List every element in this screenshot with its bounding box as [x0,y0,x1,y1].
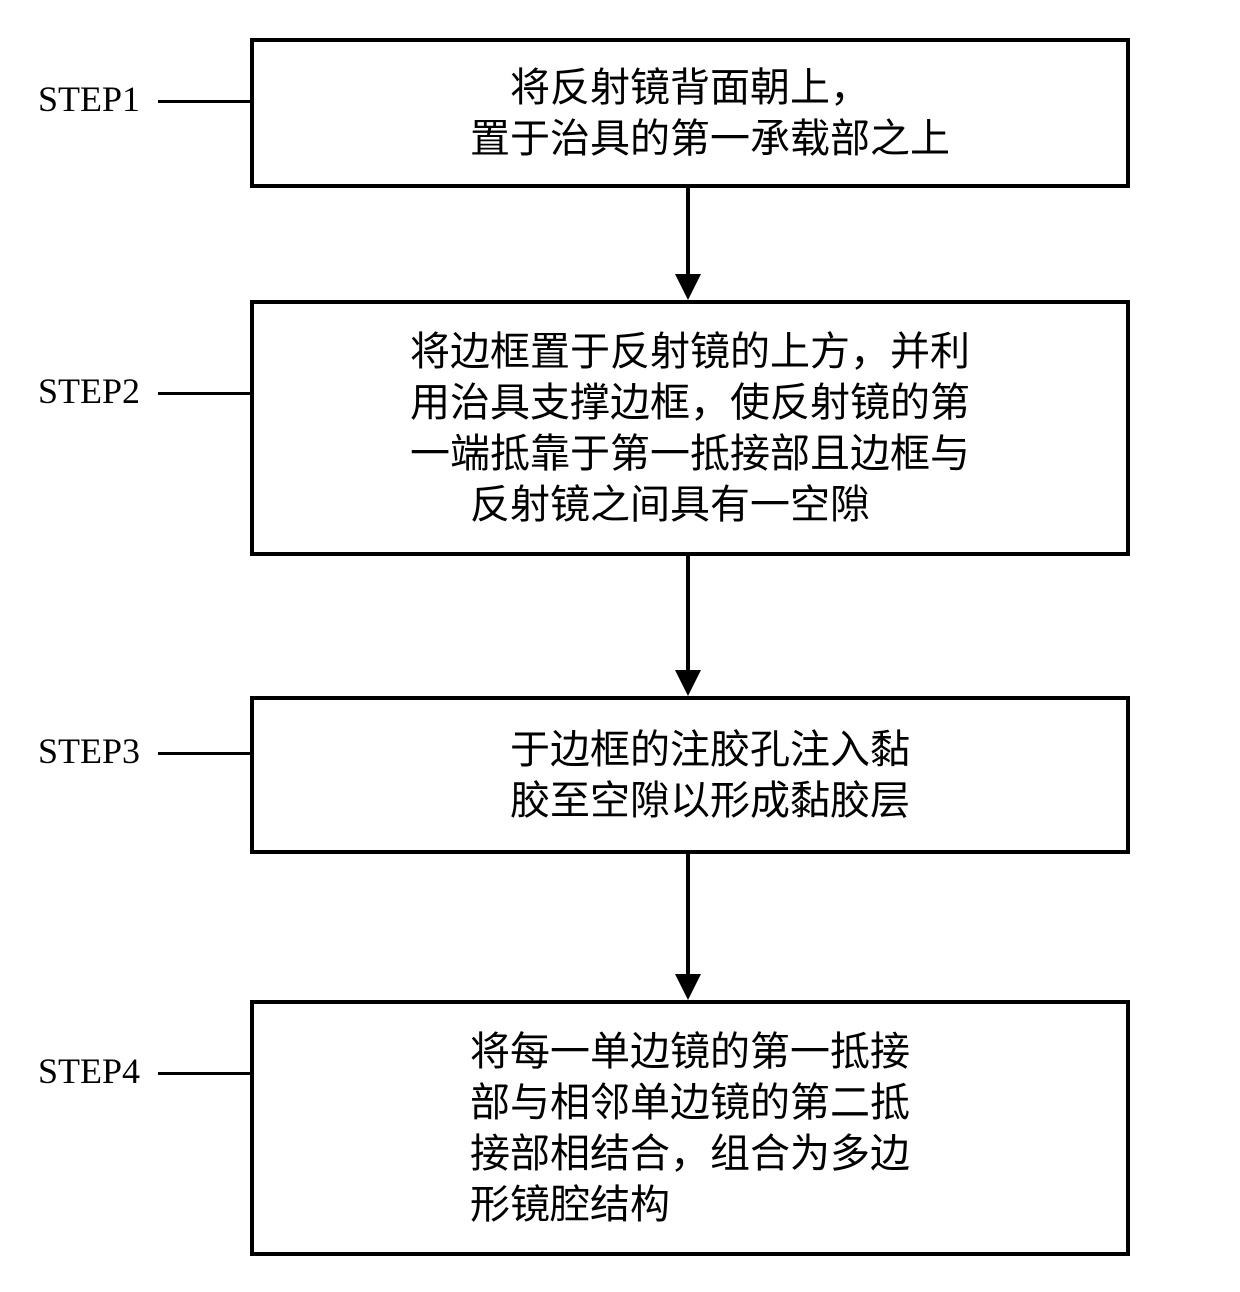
step-label-2: STEP2 [38,370,140,412]
flow-node-4-text: 将每一单边镜的第一抵接 部与相邻单边镜的第二抵 接部相结合，组合为多边 形镜腔结… [470,1026,910,1231]
edge-2-arrow-icon [675,670,701,696]
flow-node-2: 将边框置于反射镜的上方，并利 用治具支撑边框，使反射镜的第 一端抵靠于第一抵接部… [250,300,1130,556]
flow-node-1: 将反射镜背面朝上， 置于治具的第一承载部之上 [250,38,1130,188]
edge-3-line [686,854,690,974]
flow-node-3: 于边框的注胶孔注入黏 胶至空隙以形成黏胶层 [250,696,1130,854]
edge-3-arrow-icon [675,974,701,1000]
step-label-3: STEP3 [38,730,140,772]
edge-1-arrow-icon [675,274,701,300]
flow-node-1-text: 将反射镜背面朝上， 置于治具的第一承载部之上 [430,62,950,164]
label-connector-3 [158,752,250,755]
label-connector-1 [158,100,250,103]
flowchart-canvas: STEP1 STEP2 STEP3 STEP4 将反射镜背面朝上， 置于治具的第… [0,0,1240,1292]
step-label-1: STEP1 [38,78,140,120]
flow-node-3-text: 于边框的注胶孔注入黏 胶至空隙以形成黏胶层 [470,724,910,826]
label-connector-2 [158,392,250,395]
flow-node-4: 将每一单边镜的第一抵接 部与相邻单边镜的第二抵 接部相结合，组合为多边 形镜腔结… [250,1000,1130,1256]
label-connector-4 [158,1072,250,1075]
edge-2-line [686,556,690,670]
flow-node-2-text: 将边框置于反射镜的上方，并利 用治具支撑边框，使反射镜的第 一端抵靠于第一抵接部… [410,326,970,531]
edge-1-line [686,188,690,274]
step-label-4: STEP4 [38,1050,140,1092]
